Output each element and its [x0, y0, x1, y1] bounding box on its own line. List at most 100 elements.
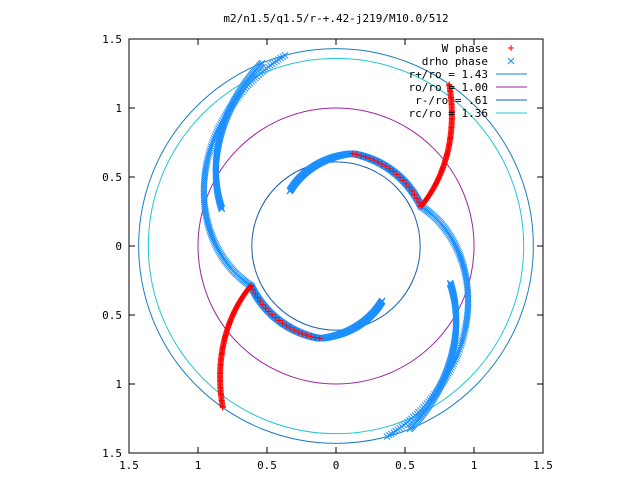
y-tick-label: 1: [115, 378, 122, 391]
circle-3: [147, 57, 525, 435]
w-phase-point: [312, 334, 319, 341]
w-phase-point: [287, 324, 294, 331]
w-phase-point: [262, 305, 269, 312]
drho-phase-point: [457, 342, 465, 349]
drho-phase-point: [459, 334, 467, 341]
legend-label: drho phase: [422, 55, 488, 68]
drho-phase-point: [208, 141, 216, 148]
w-phase-point: [259, 301, 266, 308]
drho-phase-point: [462, 320, 470, 327]
w-phase-point: [295, 328, 302, 335]
x-tick-label: 1.5: [119, 459, 139, 472]
w-phase-point: [362, 153, 369, 160]
w-phase-point: [390, 168, 397, 175]
w-phase-point: [396, 174, 403, 181]
w-phase-point: [279, 320, 286, 327]
drho-phase-point: [258, 59, 266, 67]
circle-1: [197, 107, 475, 385]
w-phase-point: [265, 308, 272, 315]
y-tick-label: 1.5: [102, 33, 122, 46]
x-tick-label: 0: [333, 459, 340, 472]
legend-label: r-/ro = .61: [415, 94, 488, 107]
w-phase-point: [299, 330, 306, 337]
circle-2: [251, 161, 421, 331]
w-phase-point: [358, 152, 365, 159]
drho-phase-point: [461, 328, 469, 335]
chart-title: m2/n1.5/q1.5/r-+.42-j219/M10.0/512: [223, 12, 448, 25]
drho-phase-point: [460, 330, 468, 337]
drho-phase-point: [507, 57, 515, 65]
drho-phase-point: [458, 340, 465, 347]
axis-ticks: 1.5 1 0.5 0 0.5 1 1.51.510.500.511.5: [102, 33, 553, 472]
w-phase-point: [446, 81, 453, 88]
legend-label: ro/ro = 1.00: [409, 81, 488, 94]
w-phase-point: [408, 187, 415, 194]
x-tick-label: 1.5: [533, 459, 553, 472]
w-phase-point: [413, 195, 420, 202]
drho-phase-point: [202, 165, 210, 172]
w-phase-point: [366, 155, 373, 162]
drho-phase-point: [459, 336, 467, 343]
w-phase-point: [353, 151, 360, 158]
w-phase-point: [291, 326, 298, 333]
x-tick-label: 1: [195, 459, 202, 472]
y-tick-label: 0.5: [102, 309, 122, 322]
drho-phase-point: [207, 145, 214, 152]
w-phase-point: [370, 157, 377, 164]
y-tick-label: 0: [115, 240, 122, 253]
w-phase-point: [257, 298, 264, 305]
w-phase-point: [378, 161, 385, 168]
w-phase-point: [254, 294, 261, 301]
drho-phase-point: [204, 155, 212, 162]
drho-phase-point: [203, 157, 211, 164]
y-tick-label: 1.5: [102, 447, 122, 460]
x-tick-label: 0.5: [395, 459, 415, 472]
w-phase-point: [393, 171, 400, 178]
drho-phase-point: [456, 346, 463, 353]
drho-phase-point: [406, 425, 414, 433]
w-phase-point: [219, 404, 226, 411]
w-phase-point: [382, 163, 389, 170]
w-phase-point: [400, 177, 407, 184]
y-tick-label: 0.5: [102, 171, 122, 184]
drho-phase-point: [204, 153, 212, 160]
drho-phase-point: [462, 324, 469, 331]
w-phase-point: [275, 317, 282, 324]
x-tick-label: 1: [471, 459, 478, 472]
drho-phase-point: [456, 344, 464, 351]
data-series: [200, 45, 515, 440]
drho-phase-point: [206, 147, 214, 154]
drho-phase-point: [460, 332, 468, 339]
drho-phase-point: [203, 161, 210, 168]
drho-phase-point: [205, 151, 213, 158]
drho-phase-point: [203, 159, 211, 166]
w-phase-point: [269, 311, 276, 318]
x-tick-label: 0.5: [257, 459, 277, 472]
w-phase-point: [316, 335, 323, 342]
reference-circles: [138, 48, 534, 444]
w-phase-point: [386, 165, 393, 172]
w-phase-point: [508, 45, 514, 51]
drho-phase-point: [458, 338, 466, 345]
drho-phase-point: [207, 143, 215, 150]
drho-phase-point: [462, 322, 470, 329]
w-phase-point: [307, 333, 314, 340]
drho-phase-point: [205, 149, 213, 156]
drho-phase-point: [202, 163, 210, 170]
drho-phase-point: [209, 139, 216, 146]
drho-phase-point: [383, 433, 391, 440]
legend-label: W phase: [442, 42, 488, 55]
legend-label: rc/ro = 1.36: [409, 107, 488, 120]
w-phase-point: [252, 290, 259, 297]
drho-phase-point: [461, 326, 469, 333]
legend-label: r+/ro = 1.43: [409, 68, 488, 81]
w-phase-point: [272, 314, 279, 321]
w-phase-point: [406, 184, 413, 191]
drho-phase-point: [281, 52, 289, 59]
w-phase-point: [283, 322, 290, 329]
circle-0: [138, 48, 534, 444]
w-phase-point: [303, 332, 310, 339]
y-tick-label: 1: [115, 102, 122, 115]
